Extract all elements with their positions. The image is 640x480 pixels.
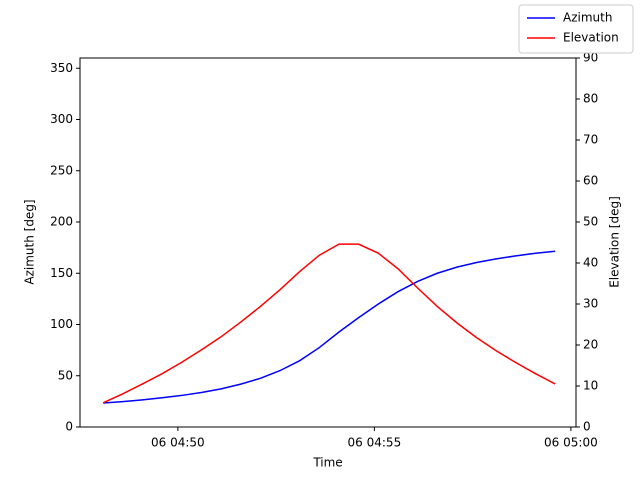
- y-tick-label: 250: [50, 163, 73, 177]
- y2-tick-label: 50: [583, 215, 598, 229]
- y-tick-label: 100: [50, 317, 73, 331]
- y-tick-label: 0: [65, 420, 73, 434]
- y2-tick-label: 40: [583, 256, 598, 270]
- x-tick-label: 06 05:00: [544, 436, 598, 450]
- x-tick-label: 06 04:50: [151, 436, 205, 450]
- y2-tick-label: 20: [583, 338, 598, 352]
- x-tick-label: 06 04:55: [348, 436, 402, 450]
- plot-frame: [79, 57, 577, 428]
- y2-tick-label: 10: [583, 379, 598, 393]
- y2-tick-label: 80: [583, 92, 598, 106]
- legend-label: Azimuth: [563, 11, 612, 25]
- x-axis-label: Time: [312, 456, 342, 470]
- y2-tick-label: 70: [583, 133, 598, 147]
- series-line: [102, 243, 556, 404]
- y-tick-label: 350: [50, 61, 73, 75]
- y2-axis-label: Elevation [deg]: [608, 196, 622, 288]
- legend-label: Elevation: [563, 31, 619, 45]
- y2-tick-label: 60: [583, 174, 598, 188]
- y-tick-label: 300: [50, 112, 73, 126]
- y-axis-label: Azimuth [deg]: [23, 199, 37, 284]
- y-tick-label: 50: [58, 368, 73, 382]
- y2-tick-label: 0: [583, 420, 591, 434]
- y-tick-label: 200: [50, 215, 73, 229]
- y2-tick-label: 30: [583, 297, 598, 311]
- y2-tick-label: 90: [583, 51, 598, 65]
- y-tick-label: 150: [50, 266, 73, 280]
- legend-box: [518, 4, 634, 54]
- series-line: [103, 250, 556, 404]
